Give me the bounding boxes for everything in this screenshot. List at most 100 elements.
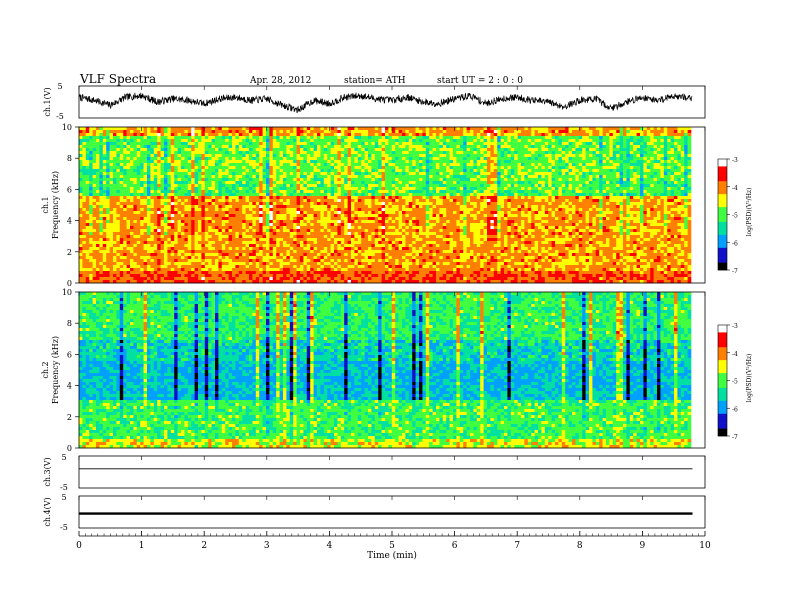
spectrogram-cell [191, 184, 195, 188]
spectrogram-cell [136, 187, 141, 191]
spectrogram-cell [232, 208, 236, 212]
spectrogram-cell [296, 187, 301, 191]
spectrogram-cell [595, 178, 600, 182]
spectrogram-cell [89, 133, 93, 137]
spectrogram-cell [364, 190, 369, 194]
spectrogram-cell [415, 154, 420, 158]
spectrogram-cell [558, 187, 563, 191]
spectrogram-cell [623, 193, 627, 197]
spectrogram-cell [269, 196, 274, 200]
spectrogram-cell [538, 199, 542, 203]
spectrogram-cell [201, 187, 206, 191]
spectrogram-cell [106, 133, 110, 137]
spectrogram-cell [616, 160, 620, 164]
spectrogram-cell [245, 127, 250, 131]
spectrogram-cell [102, 184, 107, 188]
spectrogram-cell [456, 190, 461, 194]
spectrogram-cell [453, 193, 457, 197]
spectrogram-cell [626, 151, 631, 155]
spectrogram-cell [82, 190, 87, 194]
spectrogram-cell [395, 178, 399, 182]
spectrogram-cell [208, 190, 212, 194]
spectrogram-cell [456, 163, 461, 167]
spectrogram-cell [238, 172, 243, 176]
spectrogram-cell [480, 169, 484, 173]
spectrogram-cell [446, 184, 450, 188]
spectrogram-cell [92, 208, 97, 212]
spectrogram-cell [130, 142, 134, 146]
spectrogram-cell [572, 157, 576, 161]
spectrogram-cell [473, 172, 478, 176]
spectrogram-cell [187, 148, 192, 152]
spectrogram-cell [147, 133, 151, 137]
spectrogram-cell [215, 166, 219, 170]
spectrogram-cell [674, 181, 678, 185]
spectrogram-cell [524, 187, 529, 191]
spectrogram-cell [572, 166, 576, 170]
spectrogram-cell [643, 139, 648, 143]
spectrogram-cell [466, 130, 471, 134]
spectrogram-cell [96, 157, 100, 161]
spectrogram-cell [660, 154, 665, 158]
spectrogram-cell [215, 169, 219, 173]
spectrogram-cell [252, 187, 257, 191]
spectrogram-cell [201, 151, 206, 155]
spectrogram-cell [653, 142, 658, 146]
spectrogram-cell [408, 202, 413, 206]
spectrogram-cell [459, 178, 464, 182]
spectrogram-cell [357, 199, 362, 203]
spectrogram-cell [646, 205, 651, 209]
spectrogram-cell [147, 178, 151, 182]
spectrogram-cell [412, 136, 416, 140]
spectrogram-cell [153, 130, 158, 134]
spectrogram-cell [385, 166, 389, 170]
spectrogram-cell [89, 130, 93, 134]
spectrogram-cell [330, 172, 335, 176]
spectrogram-cell [541, 154, 546, 158]
spectrogram-cell [436, 154, 440, 158]
spectrogram-cell [555, 184, 559, 188]
spectrogram-cell [147, 139, 151, 143]
spectrogram-cell [303, 142, 308, 146]
spectrogram-cell [221, 172, 226, 176]
spectrogram-cell [147, 208, 151, 212]
spectrogram-cell [364, 154, 369, 158]
spectrogram-cell [160, 157, 165, 161]
spectrogram-cell [436, 172, 440, 176]
spectrogram-cell [252, 184, 257, 188]
spectrogram-cell [191, 142, 195, 146]
spectrogram-cell [361, 187, 365, 191]
spectrogram-cell [463, 199, 467, 203]
spectrogram-cell [99, 139, 104, 143]
spectrogram-cell [157, 169, 161, 173]
spectrogram-cell [599, 175, 603, 179]
spectrogram-cell [82, 133, 87, 137]
ch1-spectrogram-image [79, 127, 692, 284]
spectrogram-cell [595, 169, 600, 173]
spectrogram-cell [612, 202, 617, 206]
spectrogram-cell [572, 172, 576, 176]
spectrogram-cell [262, 127, 267, 131]
spectrogram-cell [96, 199, 100, 203]
spectrogram-cell [174, 157, 178, 161]
spectrogram-cell [684, 136, 688, 140]
spectrogram-cell [133, 163, 138, 167]
spectrogram-cell [296, 175, 301, 179]
spectrogram-cell [374, 136, 379, 140]
spectrogram-cell [592, 139, 597, 143]
spectrogram-cell [643, 190, 648, 194]
spectrogram-cell [279, 199, 284, 203]
spectrogram-cell [449, 187, 454, 191]
spectrogram-cell [487, 163, 491, 167]
spectrogram-cell [344, 163, 348, 167]
spectrogram-cell [578, 190, 583, 194]
spectrogram-cell [167, 148, 172, 152]
spectrogram-cell [344, 208, 348, 212]
spectrogram-cell [674, 202, 678, 206]
spectrogram-cell [218, 166, 223, 170]
spectrogram-cell [167, 142, 172, 146]
spectrogram-cell [133, 127, 138, 131]
spectrogram-cell [82, 184, 87, 188]
spectrogram-cell [283, 202, 287, 206]
spectrogram-cell [354, 187, 359, 191]
